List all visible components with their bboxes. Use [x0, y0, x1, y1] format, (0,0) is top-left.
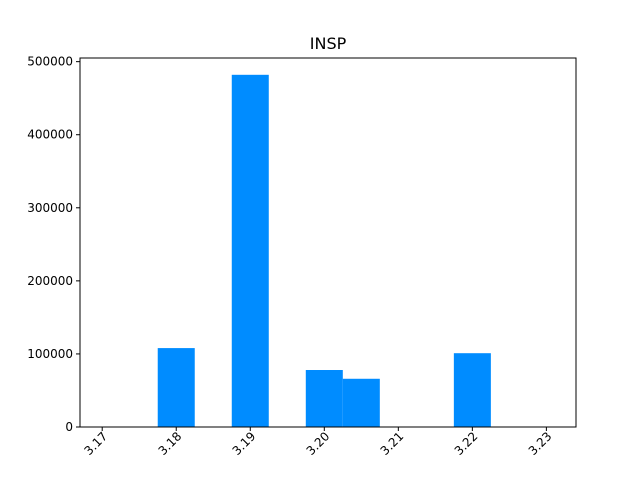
y-axis: 0 100000 200000 300000 400000 500000: [27, 55, 80, 434]
x-axis: 3.17 3.18 3.19 3.20 3.21 3.22 3.23: [82, 427, 555, 458]
x-tick-label: 3.23: [526, 429, 555, 458]
x-tick-label: 3.21: [378, 429, 407, 458]
bar-2: [305, 370, 343, 427]
y-tick-label: 200000: [27, 274, 73, 288]
y-tick-label: 300000: [27, 201, 73, 215]
y-tick-label: 100000: [27, 347, 73, 361]
x-tick-label: 3.22: [452, 429, 481, 458]
y-tick-label: 500000: [27, 55, 73, 69]
plot-frame: [79, 57, 577, 428]
bar-4: [453, 353, 491, 427]
bar-0: [157, 348, 195, 427]
y-tick-label: 0: [65, 420, 73, 434]
x-tick-label: 3.18: [156, 429, 185, 458]
bar-3: [342, 378, 380, 427]
bar-1: [231, 74, 269, 427]
bars-group: [157, 74, 491, 427]
y-tick-label: 400000: [27, 128, 73, 142]
x-tick-label: 3.19: [230, 429, 259, 458]
x-tick-label: 3.20: [304, 429, 333, 458]
x-tick-label: 3.17: [82, 429, 111, 458]
chart-title: INSP: [310, 34, 347, 53]
